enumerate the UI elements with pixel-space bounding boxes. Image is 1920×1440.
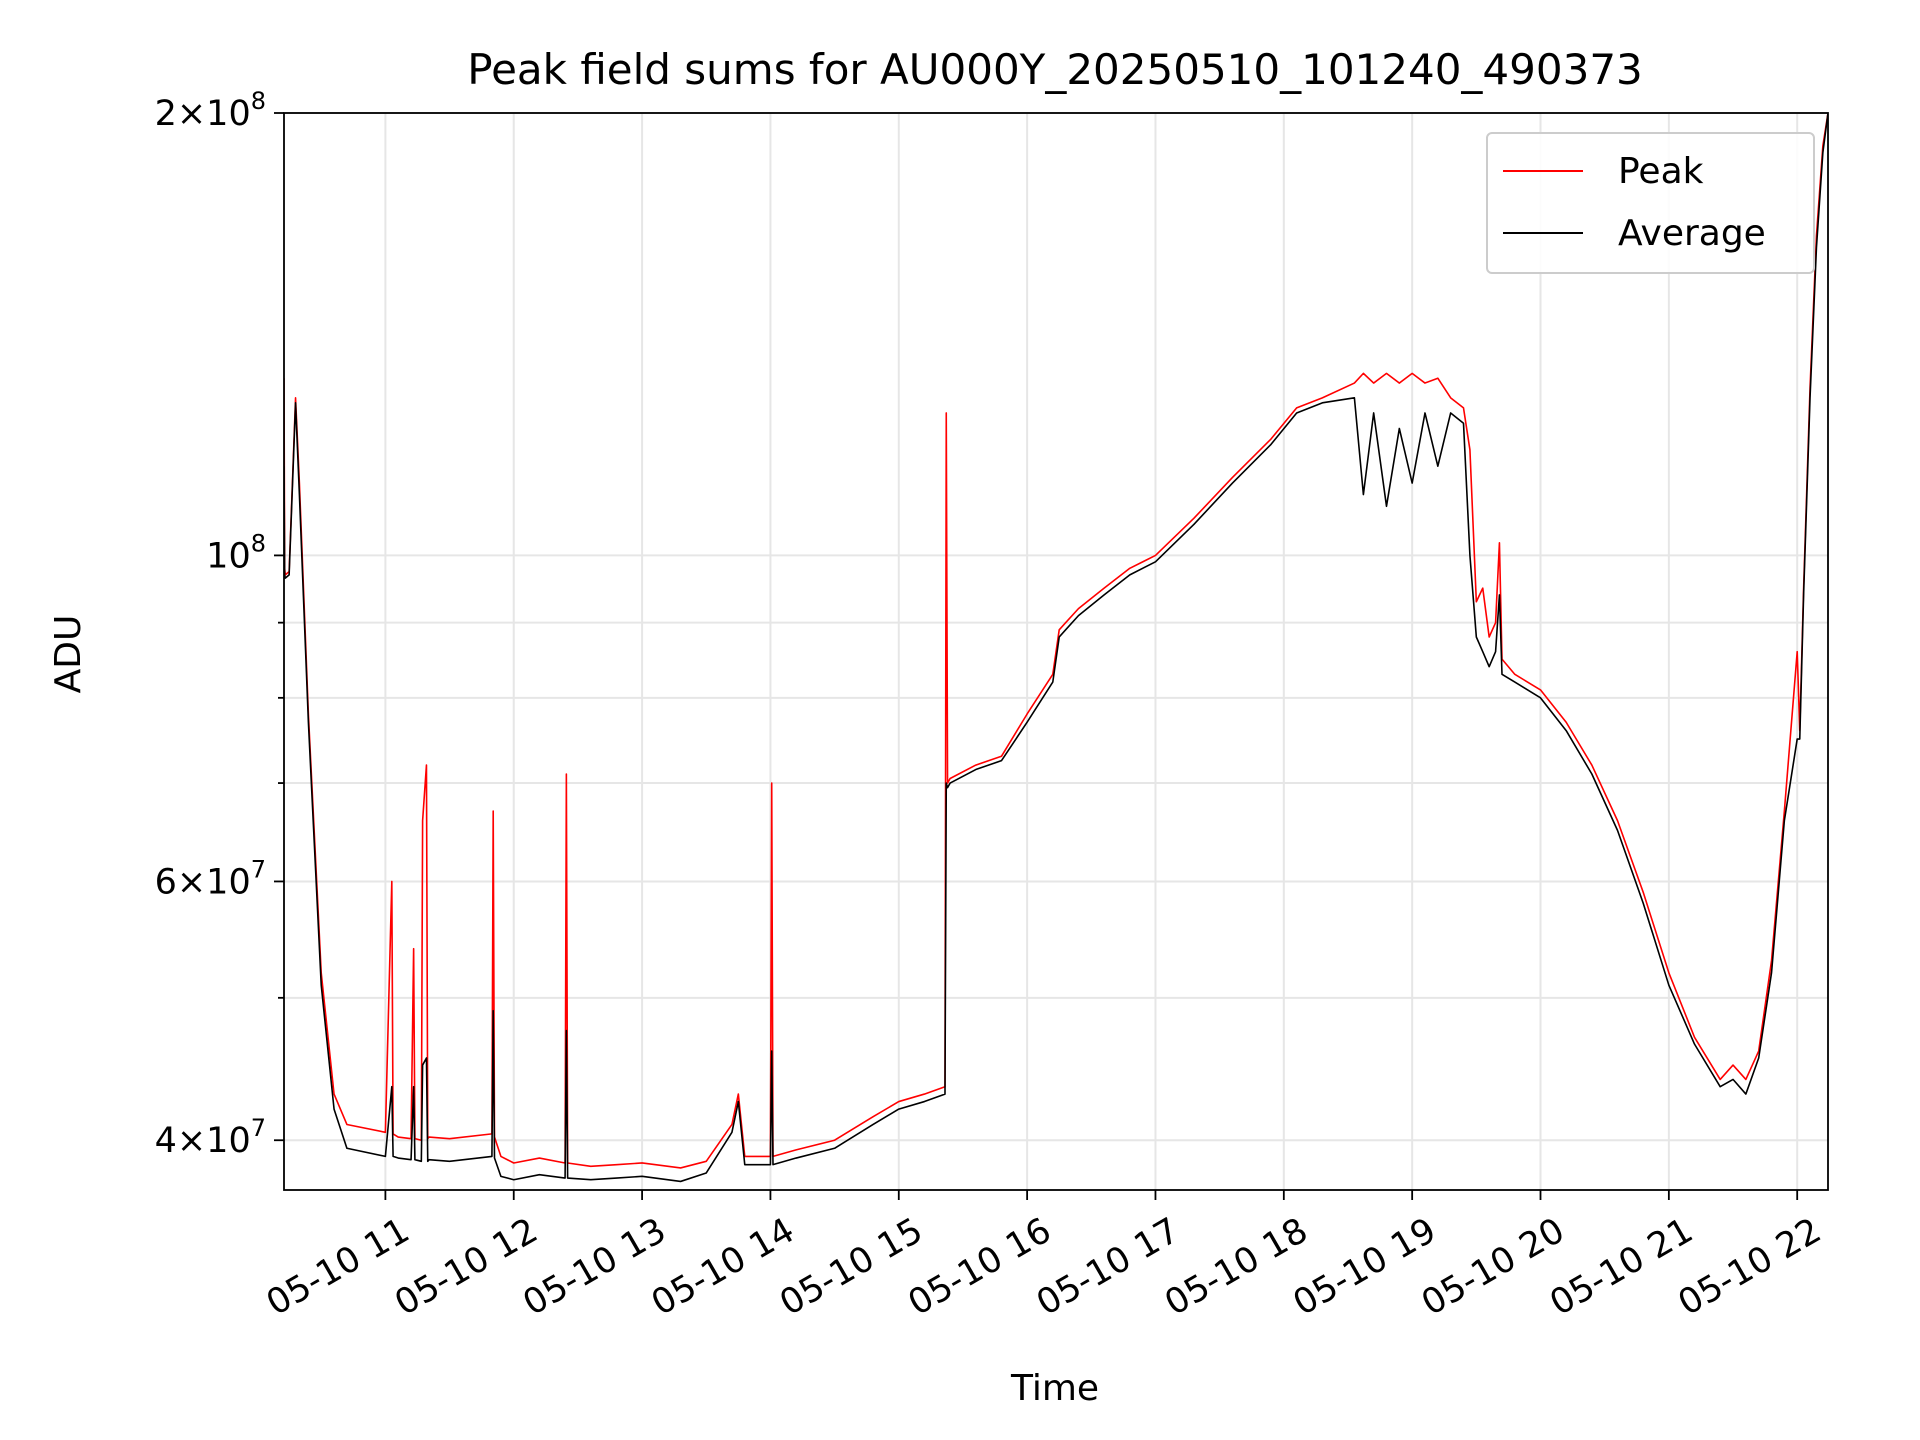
legend-label-average: Average <box>1618 213 1766 254</box>
plot-frame <box>283 112 1829 1191</box>
series-line-peak <box>284 113 1828 1169</box>
x-axis-label: Time <box>1010 1368 1099 1409</box>
y-tick-label-base: 6×10 <box>155 862 251 902</box>
y-tick-label-exponent: 7 <box>251 1114 266 1142</box>
y-tick-label-base: 10 <box>206 536 251 576</box>
series-group <box>284 113 1828 1183</box>
y-tick-label: 2×108 <box>155 87 266 134</box>
y-tick-label-base: 2×10 <box>155 94 251 134</box>
y-tick-label: 6×107 <box>155 855 266 902</box>
y-axis-label: ADU <box>48 615 89 694</box>
legend-label-peak: Peak <box>1618 151 1704 192</box>
y-tick-label-exponent: 8 <box>251 87 266 115</box>
legend: Peak Average <box>1486 132 1815 274</box>
legend-box <box>1486 132 1815 274</box>
y-tick-label: 4×107 <box>155 1114 266 1161</box>
series-line-average <box>284 113 1828 1183</box>
y-tick-label-exponent: 7 <box>251 855 266 883</box>
y-tick-label-base: 4×10 <box>155 1121 251 1161</box>
y-tick-label: 108 <box>206 529 266 576</box>
y-tick-label-exponent: 8 <box>251 529 266 557</box>
chart-title: Peak field sums for AU000Y_20250510_1012… <box>467 45 1643 94</box>
